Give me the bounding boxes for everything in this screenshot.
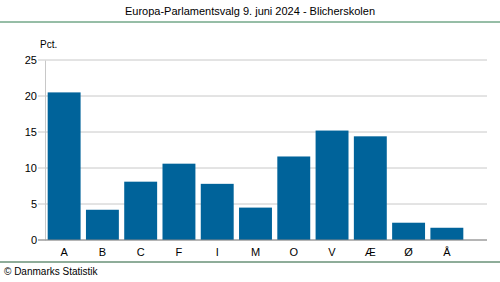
bar — [430, 228, 463, 240]
y-tick-label: 15 — [25, 126, 37, 138]
y-tick: 5 — [31, 198, 45, 210]
x-tick: C — [137, 240, 145, 258]
bar — [201, 184, 234, 240]
y-tick-label: 5 — [31, 198, 37, 210]
x-tick: Æ — [365, 240, 376, 258]
footer-rule — [0, 262, 500, 263]
bar — [48, 92, 81, 240]
bar — [277, 156, 310, 240]
y-tick: 20 — [25, 90, 45, 102]
bar — [392, 223, 425, 240]
x-tick-label: A — [60, 246, 68, 258]
grid-line — [38, 132, 487, 133]
y-tick: 25 — [25, 54, 45, 66]
y-axis-line — [45, 61, 46, 241]
y-tick: 10 — [25, 162, 45, 174]
grid-line — [38, 60, 487, 61]
x-tick-label: Å — [443, 246, 451, 258]
x-tick-label: Æ — [365, 246, 376, 258]
y-tick: 15 — [25, 126, 45, 138]
x-tick-label: B — [99, 246, 106, 258]
x-axis-line — [38, 240, 487, 241]
bar — [86, 210, 119, 240]
x-tick-label: V — [328, 246, 336, 258]
y-tick-label: 25 — [25, 54, 37, 66]
x-tick-label: F — [176, 246, 183, 258]
x-tick: A — [60, 240, 68, 258]
x-tick-label: O — [289, 246, 298, 258]
x-tick-label: I — [216, 246, 219, 258]
y-tick-label: 20 — [25, 90, 37, 102]
x-tick: B — [99, 240, 106, 258]
chart: Europa-Parlamentsvalg 9. juni 2024 - Bli… — [0, 0, 500, 282]
x-axis: ABCFIMOVÆØÅ — [38, 240, 487, 258]
grid-line — [38, 168, 487, 169]
grid-line — [38, 204, 487, 205]
source: © Danmarks Statistik — [4, 266, 99, 277]
grid-line — [38, 240, 487, 241]
bar — [162, 164, 195, 240]
x-tick: I — [216, 240, 219, 258]
x-tick-label: C — [137, 246, 145, 258]
grid-line — [38, 96, 487, 97]
x-tick: Å — [443, 240, 451, 258]
y-tick-label: 10 — [25, 162, 37, 174]
bars — [48, 92, 464, 240]
y-axis-title: Pct. — [40, 39, 57, 50]
x-tick: Ø — [404, 240, 413, 258]
bar — [124, 182, 157, 240]
title: Europa-Parlamentsvalg 9. juni 2024 - Bli… — [125, 5, 375, 17]
x-tick: O — [289, 240, 298, 258]
x-tick-label: M — [251, 246, 260, 258]
x-tick: M — [251, 240, 260, 258]
y-axis: 0 5 10 15 20 25 — [25, 54, 46, 246]
bar — [316, 131, 349, 240]
bar — [239, 208, 272, 240]
x-tick: V — [328, 240, 336, 258]
x-tick-label: Ø — [404, 246, 413, 258]
bar — [354, 136, 387, 240]
grid — [38, 60, 487, 240]
y-tick-label: 0 — [31, 234, 37, 246]
x-tick: F — [176, 240, 183, 258]
header-rule — [0, 22, 500, 23]
